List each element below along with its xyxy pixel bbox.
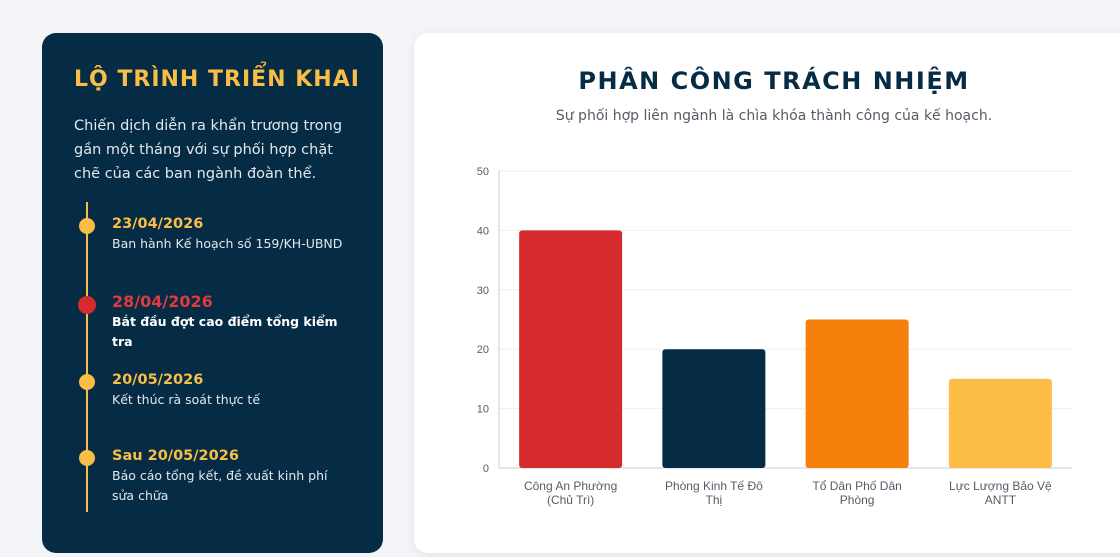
timeline-item: 20/05/2026 Kết thúc rà soát thực tế [74,370,351,446]
timeline-dot-active [78,296,96,314]
y-tick-label: 0 [483,463,489,475]
x-tick-label: Thị [706,493,723,507]
timeline-desc: Bắt đầu đợt cao điểm tổng kiểm tra [112,314,338,349]
bar [805,319,909,468]
timeline-panel: LỘ TRÌNH TRIỂN KHAI Chiến dịch diễn ra k… [42,33,383,553]
bar [948,378,1052,468]
y-tick-label: 20 [477,344,489,356]
timeline-date: 28/04/2026 [112,292,213,311]
y-tick-label: 50 [477,166,489,178]
timeline-line [86,202,88,512]
x-tick-label: Tổ Dân Phố Dân [812,479,901,493]
timeline-desc: Kết thúc rà soát thực tế [112,392,261,407]
timeline-desc: Ban hành Kế hoạch số 159/KH-UBND [112,236,343,251]
timeline-date: 20/05/2026 [112,372,204,388]
timeline-item-active: 28/04/2026 Bắt đầu đợt cao điểm tổng kiể… [74,292,351,370]
timeline-date: 23/04/2026 [112,216,204,232]
chart-subtitle: Sự phối hợp liên ngành là chìa khóa thàn… [555,108,993,124]
y-tick-label: 30 [477,285,489,297]
x-tick-label: (Chủ Trì) [547,493,594,507]
timeline: 23/04/2026 Ban hành Kế hoạch số 159/KH-U… [74,202,351,512]
timeline-item: Sau 20/05/2026 Báo cáo tổng kết, đề xuất… [74,446,351,506]
timeline-date: Sau 20/05/2026 [112,448,239,464]
bar [662,349,766,468]
bar-chart: 0 10 20 30 40 50 Công An Phường(Chủ Trì) Phòng … [477,166,1072,507]
x-tick-label: Phòng Kinh Tế Đô [665,479,763,493]
timeline-title: LỘ TRÌNH TRIỂN KHAI [74,67,360,92]
chart-panel: PHÂN CÔNG TRÁCH NHIỆM Sự phối hợp liên n… [414,33,1120,553]
x-tick-label: Lực Lượng Bảo Vệ [949,479,1052,493]
timeline-dot [79,374,95,390]
y-tick-label: 10 [477,404,489,416]
timeline-item: 23/04/2026 Ban hành Kế hoạch số 159/KH-U… [74,214,351,292]
timeline-dot [79,450,95,466]
y-tick-label: 40 [477,225,489,237]
bar [519,230,623,468]
timeline-dot [79,218,95,234]
timeline-desc: Báo cáo tổng kết, đề xuất kinh phí sửa c… [112,468,328,503]
timeline-intro: Chiến dịch diễn ra khẩn trương trong gần… [74,118,343,182]
x-tick-label: Công An Phường [524,479,617,493]
x-tick-label: Phòng [840,493,875,507]
chart-title: PHÂN CÔNG TRÁCH NHIỆM [578,67,970,95]
x-tick-label: ANTT [985,493,1017,507]
